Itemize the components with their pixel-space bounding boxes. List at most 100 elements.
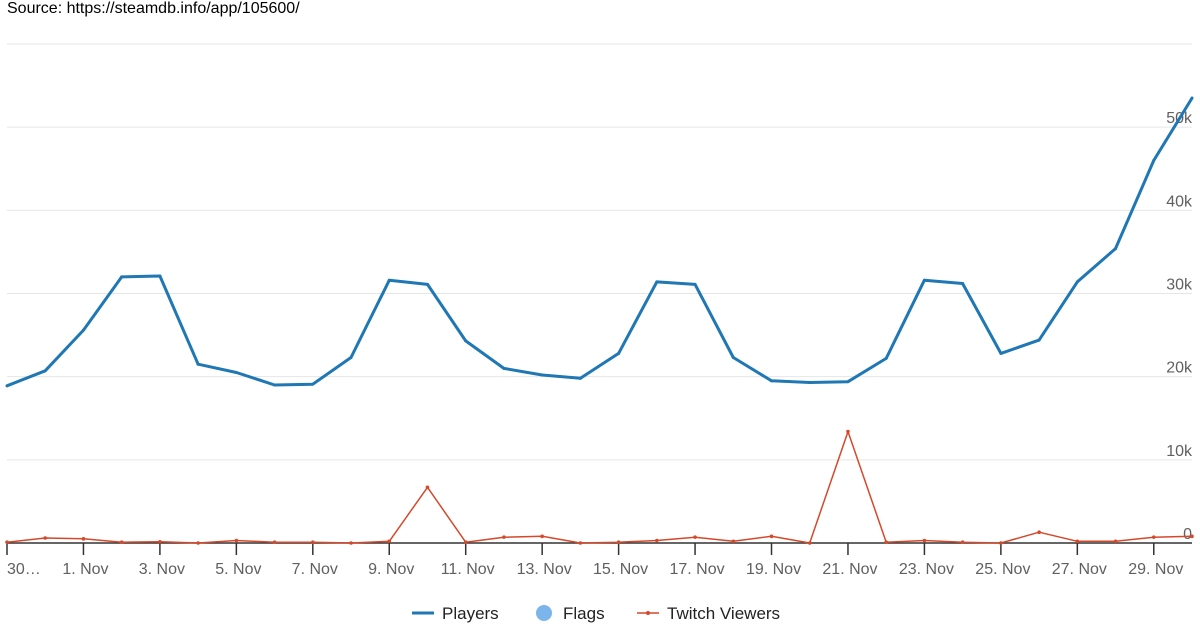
x-tick-label: 13. Nov <box>517 561 572 578</box>
series-line-twitch-viewers[interactable] <box>6 430 1193 544</box>
y-tick-label: 20k <box>1166 360 1193 377</box>
y-tick-label: 30k <box>1166 277 1193 294</box>
x-tick-label: 30… <box>7 561 41 578</box>
data-point <box>234 371 238 375</box>
x-tick-label: 3. Nov <box>139 561 185 578</box>
data-point <box>731 356 735 360</box>
data-point <box>425 485 430 490</box>
data-point <box>961 282 965 286</box>
data-point <box>999 351 1003 355</box>
data-point <box>1114 247 1118 251</box>
data-point <box>311 382 315 386</box>
data-point <box>311 540 315 544</box>
data-point <box>884 540 888 544</box>
x-tick-label: 17. Nov <box>669 561 724 578</box>
x-tick-label: 11. Nov <box>441 561 495 578</box>
data-point <box>425 282 429 286</box>
data-point <box>884 356 888 360</box>
legend-label: Players <box>442 604 499 623</box>
data-point <box>540 373 544 377</box>
source-label: Source: https://steamdb.info/app/105600/ <box>7 0 300 17</box>
legend-swatch <box>536 605 552 621</box>
data-point <box>693 535 697 539</box>
legend-label: Twitch Viewers <box>667 604 780 623</box>
data-point <box>234 538 239 543</box>
data-point <box>1037 530 1041 534</box>
data-point <box>272 540 277 544</box>
data-point <box>387 278 391 282</box>
data-point <box>387 539 392 544</box>
series-group <box>5 96 1194 545</box>
legend-item-players[interactable]: Players <box>412 604 499 623</box>
data-point <box>999 541 1003 545</box>
legend-swatch-marker <box>646 611 650 615</box>
data-point <box>196 541 200 545</box>
series-line-players[interactable] <box>6 97 1194 388</box>
x-tick-label: 23. Nov <box>899 561 954 578</box>
data-point <box>1190 534 1194 539</box>
data-point <box>349 541 353 545</box>
x-axis: 30… 1. Nov 3. Nov 5. Nov 7. Nov 9. Nov 11. Nov… <box>6 542 1192 578</box>
data-point <box>770 379 774 383</box>
y-tick-label: 10k <box>1166 443 1193 460</box>
x-tick-label: 19. Nov <box>746 561 801 578</box>
data-point <box>1113 539 1118 544</box>
data-point <box>81 328 85 332</box>
x-tick-label: 27. Nov <box>1052 561 1107 578</box>
data-point <box>1037 338 1041 342</box>
data-point <box>158 539 162 544</box>
data-point <box>731 539 736 544</box>
data-point <box>807 541 812 545</box>
data-point <box>43 369 47 373</box>
x-tick-label: 5. Nov <box>215 561 261 578</box>
data-point <box>464 339 468 343</box>
data-point <box>502 535 506 539</box>
data-point <box>120 275 124 279</box>
data-point <box>1190 96 1194 100</box>
data-point <box>5 384 9 388</box>
data-point <box>43 536 48 540</box>
grid <box>7 43 1192 544</box>
legend-item-flags[interactable]: Flags <box>536 604 605 623</box>
data-point <box>196 362 200 366</box>
data-point <box>502 366 506 370</box>
data-point <box>273 383 277 387</box>
y-tick-label: 0 <box>1183 526 1192 543</box>
data-point <box>119 540 124 544</box>
data-point <box>655 280 659 284</box>
data-point <box>158 274 162 278</box>
data-point <box>617 351 621 355</box>
data-point <box>616 540 621 544</box>
x-tick-label: 21. Nov <box>822 561 877 578</box>
data-point <box>693 282 697 286</box>
data-point <box>1151 535 1156 539</box>
data-point <box>922 538 927 543</box>
data-point <box>846 380 850 384</box>
legend-label: Flags <box>563 604 605 623</box>
data-point <box>1075 539 1080 544</box>
legend-item-twitch-viewers[interactable]: Twitch Viewers <box>637 604 780 623</box>
data-point <box>578 541 583 545</box>
data-point <box>578 376 582 380</box>
data-point <box>655 538 659 543</box>
data-point <box>846 429 850 434</box>
data-point <box>808 380 812 384</box>
data-point <box>349 356 353 360</box>
x-tick-label: 9. Nov <box>368 561 414 578</box>
x-tick-label: 1. Nov <box>62 561 108 578</box>
x-tick-label: 25. Nov <box>975 561 1030 578</box>
data-point <box>463 540 468 544</box>
data-point <box>769 534 774 539</box>
data-point <box>1075 280 1079 284</box>
x-tick-label: 15. Nov <box>593 561 648 578</box>
data-point <box>1152 158 1156 162</box>
data-point <box>540 534 544 539</box>
x-tick-label: 29. Nov <box>1128 561 1183 578</box>
data-point <box>960 540 965 544</box>
legend[interactable]: Players Flags Twitch Viewers <box>412 604 780 623</box>
y-tick-label: 40k <box>1166 193 1193 210</box>
x-tick-label: 7. Nov <box>292 561 338 578</box>
data-point <box>5 540 9 544</box>
